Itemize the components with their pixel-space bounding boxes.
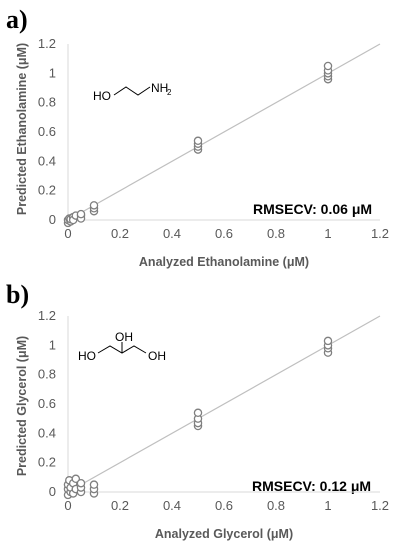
data-point — [193, 136, 203, 146]
x-tick-label: 0 — [64, 498, 71, 513]
x-tick-label: 0 — [64, 226, 71, 241]
y-tick-label: 1.2 — [38, 36, 56, 51]
data-point — [193, 408, 203, 418]
panel-b: b) HO OH OH RMSECV: 0.12 μM Analyzed Gly… — [6, 280, 389, 541]
x-tick-label: 1 — [324, 498, 331, 513]
y-tick-label: 0.4 — [38, 153, 56, 168]
data-point — [323, 61, 333, 71]
rmsecv-annotation: RMSECV: 0.12 μM — [252, 478, 371, 494]
reference-line — [67, 43, 381, 221]
x-tick-label: 0.2 — [111, 498, 129, 513]
y-tick-label: 0.8 — [38, 95, 56, 110]
x-tick-label: 0.4 — [163, 498, 181, 513]
data-point — [323, 336, 333, 346]
structure-oh-right-label: OH — [148, 349, 166, 363]
y-tick-label: 0.6 — [38, 124, 56, 139]
structure-ho-label: HO — [93, 89, 111, 103]
y-axis-title: Predicted Ethanolamine (μM) — [15, 43, 29, 215]
x-tick-label: 0.2 — [111, 226, 129, 241]
y-tick-label: 1 — [49, 337, 56, 352]
structure-ho-label: HO — [78, 349, 96, 363]
data-point — [71, 474, 81, 484]
data-point — [89, 480, 99, 489]
ethanolamine-structure: HO NH 2 — [93, 81, 172, 103]
structure-subscript: 2 — [167, 88, 172, 97]
y-tick-label: 0.4 — [38, 425, 56, 440]
x-tick-label: 0.4 — [163, 226, 181, 241]
data-point — [89, 201, 99, 210]
y-tick-label: 1.2 — [38, 308, 56, 323]
rmsecv-annotation: RMSECV: 0.06 μM — [253, 201, 372, 217]
structure-oh-top-label: OH — [115, 330, 133, 344]
y-tick-label: 0 — [49, 484, 56, 499]
y-tick-label: 0 — [49, 212, 56, 227]
x-axis-title: Analyzed Glycerol (μM) — [155, 527, 293, 541]
panel-a: a) HO NH 2 RMSECV: 0.06 μM Analyzed Etha… — [6, 5, 389, 269]
x-tick-label: 1 — [324, 226, 331, 241]
data-point — [76, 478, 86, 488]
data-point — [76, 209, 86, 219]
panel-a-label: a) — [6, 5, 28, 34]
y-tick-label: 0.2 — [38, 455, 56, 470]
y-tick-label: 0.6 — [38, 396, 56, 411]
x-tick-label: 0.8 — [267, 498, 285, 513]
y-tick-label: 0.8 — [38, 367, 56, 382]
x-axis-title: Analyzed Ethanolamine (μM) — [139, 255, 309, 269]
x-tick-label: 1.2 — [371, 498, 389, 513]
y-axis-title: Predicted Glycerol (μM) — [15, 336, 29, 476]
y-tick-label: 0.2 — [38, 183, 56, 198]
panel-b-label: b) — [6, 280, 29, 309]
x-tick-label: 0.8 — [267, 226, 285, 241]
x-tick-label: 1.2 — [371, 226, 389, 241]
y-tick-label: 1 — [49, 65, 56, 80]
x-tick-label: 0.6 — [215, 226, 233, 241]
glycerol-structure: HO OH OH — [78, 330, 166, 363]
structure-nh-label: NH — [151, 81, 168, 95]
x-tick-label: 0.6 — [215, 498, 233, 513]
